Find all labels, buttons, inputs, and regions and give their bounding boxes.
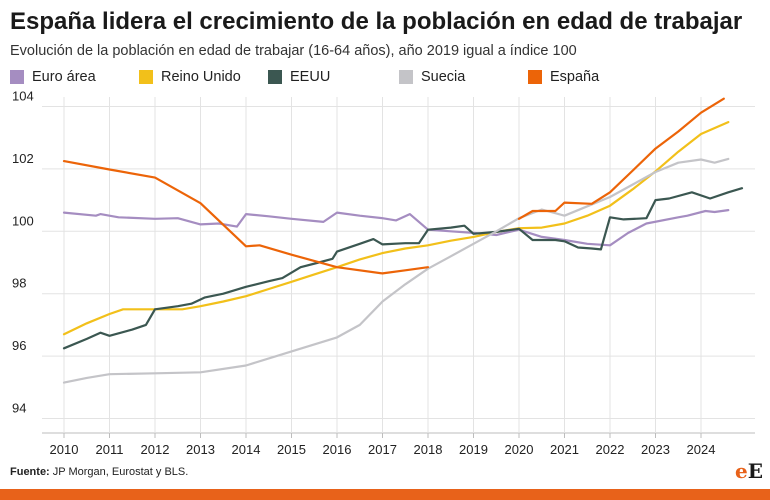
source-note: Fuente: JP Morgan, Eurostat y BLS. xyxy=(10,466,188,478)
y-tick-label: 94 xyxy=(12,401,26,416)
x-tick-label: 2017 xyxy=(368,442,397,457)
legend-swatch-reino-unido xyxy=(139,70,153,84)
chart-subtitle: Evolución de la población en edad de tra… xyxy=(10,43,577,59)
y-tick-label: 100 xyxy=(12,213,34,228)
x-tick-label: 2012 xyxy=(141,442,170,457)
x-tick-label: 2022 xyxy=(596,442,625,457)
legend-item-euro-area: Euro área xyxy=(10,69,96,85)
y-tick-label: 102 xyxy=(12,151,34,166)
legend-swatch-euro-area xyxy=(10,70,24,84)
y-tick-label: 96 xyxy=(12,338,26,353)
x-tick-label: 2021 xyxy=(550,442,579,457)
series-line-euro-rea-0 xyxy=(62,209,730,247)
y-axis-ticks: 94 96 98 100 102 104 xyxy=(12,89,34,416)
legend-swatch-espana xyxy=(528,70,542,84)
legend: Euro área Reino Unido EEUU Suecia España xyxy=(10,69,760,89)
brand-logo: eE xyxy=(735,459,763,483)
legend-label-euro-area: Euro área xyxy=(32,69,96,85)
legend-item-espana: España xyxy=(528,69,599,85)
legend-item-reino-unido: Reino Unido xyxy=(139,69,241,85)
x-tick-label: 2020 xyxy=(505,442,534,457)
legend-label-espana: España xyxy=(550,69,600,85)
source-text: JP Morgan, Eurostat y BLS. xyxy=(49,466,189,478)
series-line-espa-a-4 xyxy=(62,160,430,275)
series-line-reino-unido-1 xyxy=(62,121,730,336)
x-tick-label: 2015 xyxy=(277,442,306,457)
line-chart: 94 96 98 100 102 104 2010 2011 2012 2013 2014 2015… xyxy=(12,89,755,457)
legend-swatch-eeuu xyxy=(268,70,282,84)
x-tick-label: 2013 xyxy=(186,442,215,457)
legend-label-reino-unido: Reino Unido xyxy=(161,69,241,85)
x-tick-label: 2019 xyxy=(459,442,488,457)
legend-swatch-suecia xyxy=(399,70,413,84)
x-tick-label: 2023 xyxy=(641,442,670,457)
series-line-espa-a-5 xyxy=(517,97,725,220)
legend-item-eeuu: EEUU xyxy=(268,69,330,85)
x-axis-ticks: 2010 2011 2012 2013 2014 2015 2016 2017 2018 2019… xyxy=(50,433,716,457)
legend-item-suecia: Suecia xyxy=(399,69,465,85)
x-tick-label: 2011 xyxy=(96,442,124,457)
legend-label-eeuu: EEUU xyxy=(290,69,331,85)
series-line-suecia-3 xyxy=(62,157,730,384)
x-tick-label: 2010 xyxy=(50,442,79,457)
series-line-eeuu-2 xyxy=(62,187,744,350)
y-tick-label: 104 xyxy=(12,89,34,104)
legend-label-suecia: Suecia xyxy=(421,69,466,85)
source-label: Fuente: xyxy=(10,466,50,478)
x-tick-label: 2016 xyxy=(323,442,352,457)
series-lines xyxy=(62,97,744,384)
y-tick-label: 98 xyxy=(12,276,26,291)
chart-title: España lidera el crecimiento de la pobla… xyxy=(10,8,743,35)
x-tick-label: 2014 xyxy=(232,442,261,457)
x-tick-label: 2024 xyxy=(687,442,716,457)
x-tick-label: 2018 xyxy=(414,442,443,457)
bottom-bar xyxy=(0,489,770,500)
grid xyxy=(42,97,755,434)
